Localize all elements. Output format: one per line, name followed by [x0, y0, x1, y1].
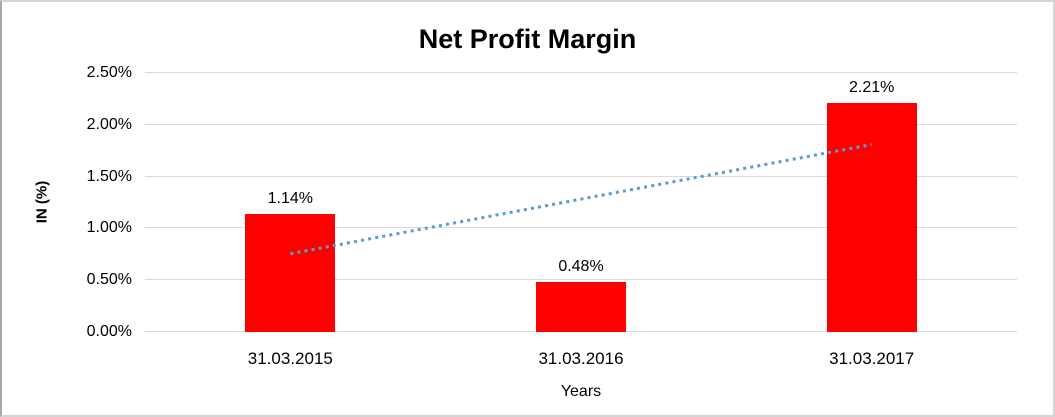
y-tick-label: 0.00%: [86, 323, 132, 340]
trendline: [290, 143, 872, 256]
x-category-label: 31.03.2015: [247, 349, 333, 368]
gridline: [145, 72, 1017, 73]
y-tick-label: 0.50%: [86, 271, 132, 289]
gridline: [145, 175, 1017, 177]
bar: [826, 103, 917, 332]
y-tick-label: 1.00%: [86, 219, 132, 237]
y-tick-label: 2.00%: [86, 115, 132, 133]
bar: [536, 282, 626, 332]
gridline: [145, 227, 1017, 229]
bar-value-label: 2.21%: [848, 79, 895, 97]
x-axis-title: Years: [560, 383, 602, 400]
gridline: [145, 123, 1017, 125]
y-tick-label: 1.50%: [86, 167, 132, 185]
bar: [245, 213, 336, 332]
bar-value-label: 1.14%: [267, 189, 314, 207]
x-category-label: 31.03.2017: [829, 349, 915, 368]
gridline: [145, 279, 1017, 281]
chart-title: Net Profit Margin: [418, 24, 637, 54]
y-axis-title: IN (%): [33, 180, 51, 224]
y-tick-label: 2.50%: [86, 64, 132, 81]
x-category-label: 31.03.2016: [538, 349, 624, 368]
plot-area: 1.14% 0.48% 2.21%: [145, 72, 1017, 332]
bar-value-label: 0.48%: [558, 258, 604, 276]
